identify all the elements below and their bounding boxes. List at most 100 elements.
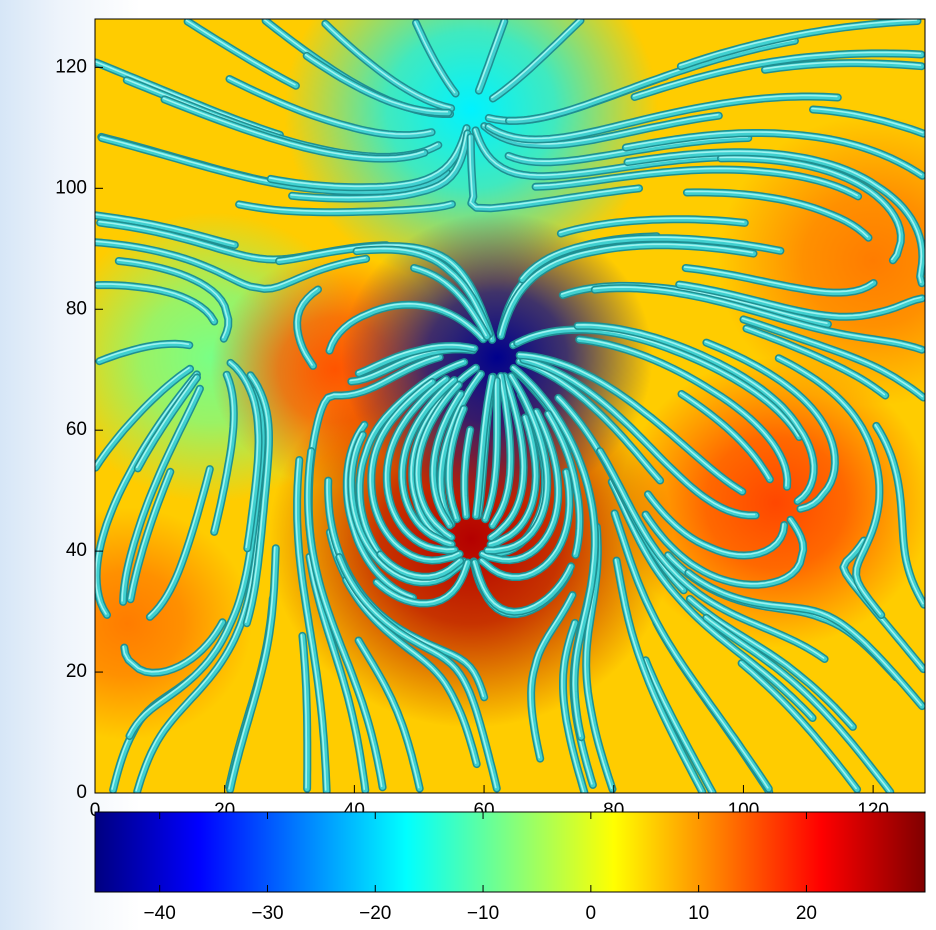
streamline [227, 545, 279, 793]
streamline-highlight [344, 578, 477, 764]
colorbar-tick-label: 0 [586, 903, 597, 924]
streamline-highlight [95, 60, 280, 135]
streamline-highlight [227, 77, 432, 135]
streamline [528, 592, 575, 762]
streamline-highlight [447, 407, 464, 519]
streamline-highlight [515, 327, 799, 437]
streamline-highlight [290, 131, 468, 199]
streamline-highlight [704, 616, 891, 792]
streamline-highlight [614, 558, 703, 792]
streamline-highlight [439, 372, 481, 524]
streamline-highlight [349, 433, 464, 583]
streamline-highlight [704, 340, 835, 509]
streamline-highlight [643, 658, 713, 793]
streamline-highlight [477, 19, 505, 91]
streamline [356, 343, 477, 376]
streamline-highlight [625, 150, 923, 284]
streamline-highlight [610, 480, 813, 718]
streamline-highlight [468, 135, 639, 209]
streamline-highlight [185, 19, 296, 86]
y-tick-label: 40 [66, 540, 87, 561]
streamline [294, 457, 330, 793]
streamline-highlight [777, 356, 882, 615]
streamline-highlight [744, 326, 886, 396]
heat-feature [95, 507, 252, 740]
streamline-highlight [300, 634, 308, 789]
streamline-highlight [212, 372, 234, 532]
streamline-highlight [228, 546, 276, 790]
streamline-highlight [598, 449, 825, 659]
plot-frame [94, 18, 926, 794]
streamline-highlight [245, 373, 269, 623]
streamline [479, 469, 572, 580]
streamline [490, 373, 513, 528]
streamline [498, 242, 756, 339]
streamline-highlight [741, 317, 924, 398]
streamline-highlight [122, 620, 223, 673]
colorbar-tick-label: 10 [688, 903, 709, 924]
streamline [461, 427, 473, 519]
streamline-highlight [357, 360, 464, 565]
streamline-highlight [237, 202, 452, 213]
streamline [482, 378, 500, 522]
streamline [490, 19, 583, 101]
streamline-highlight [357, 344, 475, 374]
streamline [476, 19, 507, 94]
streamline-highlight [679, 19, 918, 67]
streamline-highlight [431, 392, 461, 526]
streamline-highlight [128, 470, 171, 600]
streamline-highlight [412, 266, 487, 337]
streamline-highlight [488, 415, 536, 545]
streamline-highlight [739, 661, 857, 790]
streamline [486, 94, 841, 142]
streamline [299, 633, 310, 792]
streamline-highlight [327, 302, 484, 351]
streamline-highlight [337, 555, 497, 789]
y-tick-label: 120 [55, 56, 87, 77]
streamline-highlight [354, 247, 490, 334]
streamline-highlight [719, 156, 901, 261]
streamline-highlight [473, 560, 571, 612]
streamline-highlight [686, 571, 922, 706]
streamline-highlight [490, 374, 511, 526]
streamline-highlight [480, 470, 570, 577]
streamline-highlight [385, 377, 455, 551]
streamline-highlight [295, 287, 318, 366]
streamline [244, 372, 272, 626]
streamline-highlight [811, 107, 924, 134]
streamline-highlight [483, 378, 497, 519]
streamline [268, 125, 470, 190]
streamline-highlight [356, 638, 420, 789]
streamline-highlight [369, 380, 460, 561]
streamline-highlight [486, 94, 838, 140]
colorbar-tick-label: −20 [359, 903, 391, 924]
streamline-highlight [511, 366, 595, 737]
streamline-highlight [632, 51, 922, 97]
streamline-highlight [529, 593, 573, 759]
streamline [211, 372, 237, 535]
colorbar-tick-label: −10 [467, 903, 499, 924]
streamline [468, 134, 642, 211]
streamline-highlight [520, 236, 781, 280]
streamline [135, 375, 200, 471]
streamline-highlight [378, 552, 461, 577]
streamline-highlight [612, 511, 769, 789]
streamline-highlight [688, 597, 853, 727]
streamline-highlight [491, 19, 581, 99]
streamline-highlight [306, 449, 383, 788]
streamline-highlight [304, 54, 449, 113]
streamline-highlight [95, 372, 197, 615]
streamline-highlight [121, 386, 200, 602]
streamlines [95, 19, 925, 793]
streamline-highlight [546, 412, 580, 555]
streamline-highlight [95, 240, 366, 289]
streamline-highlight [679, 392, 770, 480]
streamline-highlight [561, 621, 585, 793]
streamline-highlight [95, 283, 214, 322]
streamline-highlight [400, 378, 455, 545]
streamline-highlight [533, 167, 858, 197]
streamline [506, 38, 798, 124]
streamline-highlight [345, 423, 413, 598]
